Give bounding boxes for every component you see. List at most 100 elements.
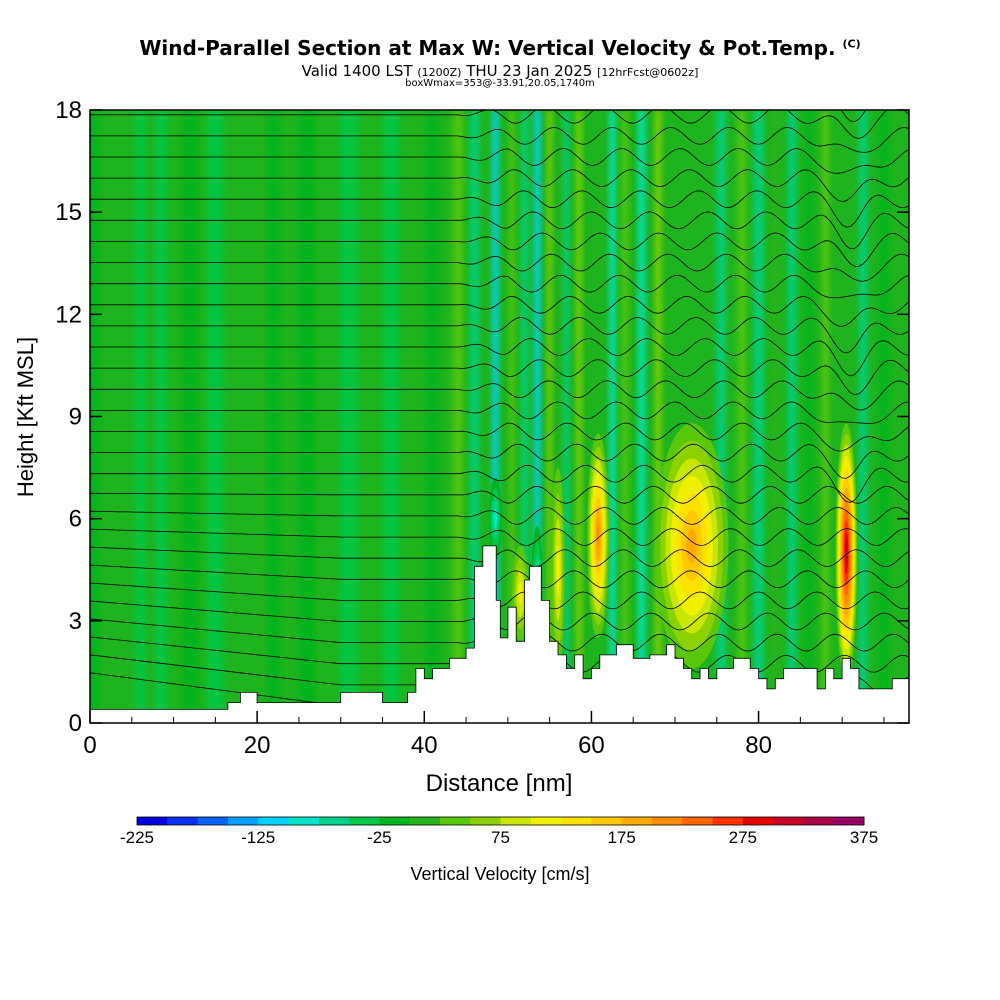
velocity-band [608, 110, 616, 723]
isentrope-line [90, 506, 909, 525]
colorbar-swatch [530, 817, 562, 825]
colorbar-swatch [439, 817, 471, 825]
velocity-band [804, 110, 813, 723]
x-tick-label: 20 [244, 732, 271, 759]
isentrope-line [90, 546, 909, 568]
colorbar-swatch [409, 817, 441, 825]
colorbar-tick-label: -25 [367, 828, 392, 847]
colorbar-tick-label: -125 [241, 828, 275, 847]
velocity-band [181, 110, 199, 723]
y-tick-label: 9 [69, 404, 82, 431]
colorbar-swatch [833, 817, 865, 825]
isentrope-line [90, 528, 909, 546]
x-tick-label: 80 [745, 732, 772, 759]
isentrope-line [90, 169, 909, 203]
isentrope-line [90, 295, 909, 327]
velocity-band [452, 110, 463, 723]
terrain [90, 545, 909, 723]
velocity-field [90, 110, 889, 723]
colorbar-swatch [591, 817, 623, 825]
colorbar-tick-label: 375 [850, 828, 878, 847]
velocity-band [858, 110, 868, 723]
colorbar-swatch [288, 817, 320, 825]
velocity-band [753, 110, 764, 723]
velocity-band [787, 110, 797, 723]
colorbar-label: Vertical Velocity [cm/s] [410, 864, 589, 884]
velocity-cell [556, 544, 560, 596]
y-tick-label: 3 [69, 608, 82, 635]
isentrope-line [90, 564, 909, 589]
colorbar-tick-label: 75 [491, 828, 510, 847]
x-tick-label: 0 [83, 732, 96, 759]
velocity-band [298, 110, 316, 723]
velocity-band [878, 110, 889, 723]
velocity-band [547, 110, 553, 723]
isentrope-line [90, 359, 909, 396]
velocity-cell [596, 522, 600, 549]
colorbar-swatch [621, 817, 653, 825]
velocity-band [339, 110, 359, 723]
velocity-band [491, 110, 499, 723]
velocity-band [575, 110, 582, 723]
isentrope-line [90, 422, 909, 452]
velocity-band [382, 110, 400, 723]
colorbar-swatch [227, 817, 259, 825]
isentrope-line [90, 148, 909, 174]
velocity-band [737, 110, 747, 723]
velocity-band [637, 110, 646, 723]
y-tick-label: 12 [55, 301, 82, 328]
colorbar-swatch [803, 817, 835, 825]
isentrope-line [90, 485, 909, 504]
isentrope-line [90, 401, 909, 424]
isentrope-line [90, 126, 909, 153]
valid-time: Valid 1400 LST [301, 62, 413, 80]
isentrope-line [90, 211, 909, 250]
velocity-band [135, 110, 146, 723]
colorbar-swatch [561, 817, 592, 825]
velocity-band [509, 110, 515, 723]
colorbar-swatch [318, 817, 350, 825]
velocity-cell [686, 528, 697, 564]
colorbar-swatch [137, 817, 168, 825]
x-axis-label: Distance [nm] [426, 770, 573, 797]
velocity-band [207, 110, 224, 723]
velocity-band [654, 110, 662, 723]
x-tick-label: 40 [411, 732, 438, 759]
velocity-band [470, 110, 479, 723]
velocity-band [267, 110, 281, 723]
colorbar-swatch [349, 817, 380, 825]
isentrope-line [90, 274, 909, 299]
velocity-band [716, 110, 726, 723]
isentrope-line [90, 110, 909, 139]
colorbar-swatch [379, 817, 411, 825]
colorbar-swatch [470, 817, 501, 825]
updraft-cells [488, 423, 858, 683]
velocity-cell [845, 541, 848, 564]
velocity-band [770, 110, 781, 723]
colorbar-swatch [773, 817, 804, 825]
box-info: boxWmax=353@-33.91,20.05,1740m [405, 78, 595, 89]
colorbar-swatch [500, 817, 532, 825]
velocity-band [426, 110, 439, 723]
y-tick-label: 18 [55, 97, 82, 124]
y-tick-label: 6 [69, 506, 82, 533]
velocity-band [533, 110, 541, 723]
colorbar-frame [136, 816, 865, 826]
valid-utc: (1200Z) [417, 66, 462, 79]
velocity-cell [518, 581, 523, 606]
isentrope-line [90, 253, 909, 282]
colorbar-swatch [682, 817, 714, 825]
colorbar-tick-label: 275 [729, 828, 757, 847]
y-axis-label: Height [Kft MSL] [13, 337, 38, 497]
velocity-band [621, 110, 629, 723]
velocity-band [821, 110, 830, 723]
velocity-cell [493, 508, 497, 529]
colorbar-swatch [258, 817, 289, 825]
chart-title-text: Wind-Parallel Section at Max W: Vertical… [139, 36, 836, 60]
chart-title: Wind-Parallel Section at Max W: Vertical… [0, 36, 1000, 60]
axes: 0 20 40 60 80 0 3 6 9 12 15 18 [55, 97, 909, 759]
velocity-band [154, 110, 168, 723]
colorbar-swatch [167, 817, 199, 825]
x-tick-label: 60 [578, 732, 605, 759]
